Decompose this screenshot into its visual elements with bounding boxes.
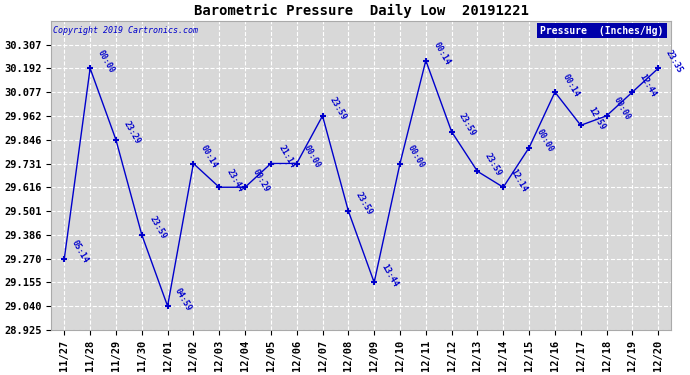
Text: Copyright 2019 Cartronics.com: Copyright 2019 Cartronics.com bbox=[53, 26, 198, 34]
Text: 00:14: 00:14 bbox=[431, 40, 452, 67]
Text: 12:44: 12:44 bbox=[638, 72, 658, 98]
Text: 23:59: 23:59 bbox=[354, 191, 374, 217]
Text: 12:14: 12:14 bbox=[509, 167, 529, 194]
Text: 23:35: 23:35 bbox=[664, 48, 684, 75]
Text: 21:14: 21:14 bbox=[277, 144, 297, 170]
Text: 23:59: 23:59 bbox=[483, 152, 503, 177]
Text: 05:14: 05:14 bbox=[70, 238, 90, 265]
Text: 12:59: 12:59 bbox=[586, 105, 607, 132]
Text: 00:29: 00:29 bbox=[250, 167, 271, 194]
Text: 00:14: 00:14 bbox=[199, 144, 219, 170]
Text: 13:44: 13:44 bbox=[380, 262, 400, 288]
Text: 00:00: 00:00 bbox=[612, 96, 633, 122]
Text: 00:00: 00:00 bbox=[535, 128, 555, 154]
Text: 00:00: 00:00 bbox=[406, 144, 426, 170]
Text: 23:59: 23:59 bbox=[328, 96, 348, 122]
Text: 23:44: 23:44 bbox=[225, 167, 245, 194]
Title: Barometric Pressure  Daily Low  20191221: Barometric Pressure Daily Low 20191221 bbox=[194, 4, 529, 18]
Text: 00:00: 00:00 bbox=[96, 48, 116, 75]
Text: 00:00: 00:00 bbox=[302, 144, 322, 170]
Text: 23:29: 23:29 bbox=[121, 120, 141, 146]
Text: 00:14: 00:14 bbox=[560, 72, 581, 98]
Text: 04:59: 04:59 bbox=[173, 286, 193, 312]
Text: 23:59: 23:59 bbox=[457, 112, 477, 138]
Text: 23:59: 23:59 bbox=[148, 215, 168, 241]
Text: Pressure  (Inches/Hg): Pressure (Inches/Hg) bbox=[540, 26, 664, 36]
